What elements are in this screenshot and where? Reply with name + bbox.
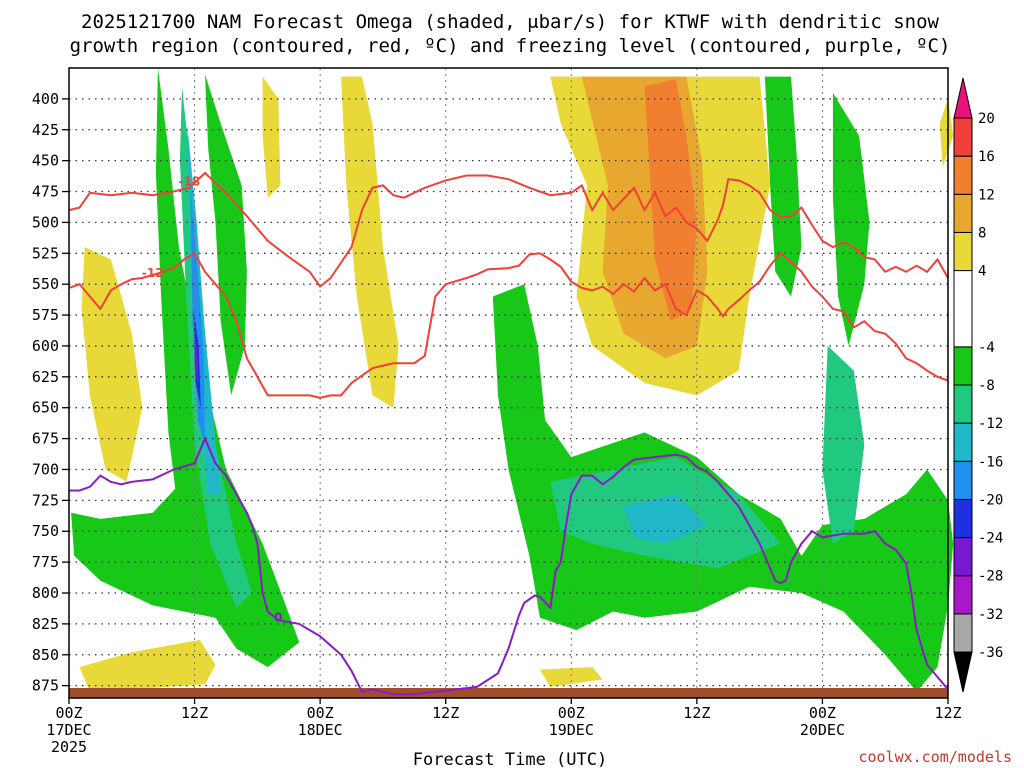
omega-region-8 (939, 98, 954, 167)
x-tick-label-1: 12Z (181, 704, 208, 722)
y-tick-label-750: 750 (32, 522, 59, 540)
x-tick-label-7: 12Z (934, 704, 961, 722)
colorbar-label--24: -24 (978, 531, 1003, 547)
colorbar-box-16_20 (953, 117, 973, 157)
plot-frame (68, 67, 949, 699)
y-tick-label-725: 725 (32, 491, 59, 509)
colorbar-label-20: 20 (978, 111, 995, 127)
plot-area: -18 -12 0 (68, 67, 954, 699)
colorbar-box--32_-28 (953, 575, 973, 615)
y-tick-label-600: 600 (32, 337, 59, 355)
chart-title-line1: 2025121700 NAM Forecast Omega (shaded, μ… (81, 11, 939, 33)
omega-region-5 (644, 79, 697, 322)
colorbar-box--36_-32 (953, 613, 973, 653)
colorbar-box--20_-16 (953, 460, 973, 500)
omega-region-7 (539, 667, 603, 687)
omega-region-22 (194, 333, 198, 383)
dgz-contour-0 (68, 171, 949, 289)
y-axis: 400 425 450 475 500 525 550 575 600 625 650 675 700 7… (32, 90, 69, 695)
x-date-label-6: 20DEC (800, 721, 845, 739)
colorbar-box-8_12 (953, 193, 973, 233)
dgz-label-1: -12 (142, 266, 164, 280)
colorbar-box--12_-8 (953, 384, 973, 424)
colorbar-label--8: -8 (978, 378, 995, 394)
colorbar-box-4_8 (953, 231, 973, 272)
x-tick-label-4: 00Z (558, 704, 585, 722)
x-tick-label-6: 00Z (809, 704, 836, 722)
x-tick-label-3: 12Z (432, 704, 459, 722)
y-tick-label-550: 550 (32, 275, 59, 293)
colorbar-box--16_-12 (953, 422, 973, 462)
x-tick-label-0: 00Z (55, 704, 82, 722)
y-tick-label-525: 525 (32, 244, 59, 262)
colorbar-box-12_16 (953, 155, 973, 195)
colorbar: 20 16 12 8 4 -4 -8 -12 -16 -20 -24 -28 -32 -36 (953, 77, 1003, 693)
omega-region-19 (623, 494, 708, 544)
y-tick-label-875: 875 (32, 677, 59, 695)
omega-region-14 (832, 92, 870, 346)
colorbar-label--16: -16 (978, 454, 1003, 470)
colorbar-label--20: -20 (978, 492, 1003, 508)
omega-region-2 (341, 76, 399, 408)
freezing-contour (69, 436, 949, 696)
omega-region-11 (205, 74, 247, 396)
y-tick-label-850: 850 (32, 646, 59, 664)
y-tick-label-425: 425 (32, 121, 59, 139)
omega-region-6 (79, 639, 216, 692)
x-date-label-0: 17DEC (46, 721, 91, 739)
y-tick-label-650: 650 (32, 399, 59, 417)
colorbar-label-16: 16 (978, 149, 995, 165)
colorbar-top-arrow (953, 77, 973, 119)
omega-region-13 (764, 76, 802, 297)
y-tick-label-800: 800 (32, 584, 59, 602)
credit-link[interactable]: coolwx.com/models (858, 748, 1012, 766)
colorbar-label--12: -12 (978, 416, 1003, 432)
terrain-strip (69, 688, 948, 698)
colorbar-bottom-arrow (953, 651, 973, 693)
x-date-label-4: 19DEC (549, 721, 594, 739)
y-tick-label-775: 775 (32, 553, 59, 571)
chart-title-line2: growth region (contoured, red, ºC) and f… (70, 35, 951, 57)
x-tick-label-5: 12Z (683, 704, 710, 722)
x-tick-label-2: 00Z (307, 704, 334, 722)
y-tick-label-825: 825 (32, 615, 59, 633)
y-tick-label-575: 575 (32, 306, 59, 324)
y-tick-label-675: 675 (32, 430, 59, 448)
terrain-band (69, 688, 948, 698)
y-tick-label-625: 625 (32, 368, 59, 386)
omega-region-17 (822, 345, 865, 544)
colorbar-label--4: -4 (978, 340, 995, 356)
y-tick-label-475: 475 (32, 183, 59, 201)
y-tick-label-400: 400 (32, 90, 59, 108)
omega-region-1 (262, 76, 281, 198)
dgz-label-0: -18 (178, 174, 200, 188)
omega-region-18 (187, 123, 221, 495)
colorbar-box--4_4 (953, 270, 973, 348)
freezing-label: 0 (274, 610, 282, 624)
colorbar-box--8_-4 (953, 346, 973, 386)
colorbar-label-8: 8 (978, 225, 986, 241)
x-year-label-0: 2025 (51, 738, 87, 756)
y-tick-label-450: 450 (32, 152, 59, 170)
colorbar-box--24_-20 (953, 498, 973, 539)
contour-lines: -18 -12 0 (68, 171, 949, 696)
x-date-label-2: 18DEC (298, 721, 343, 739)
dgz-contour-1 (68, 251, 949, 399)
colorbar-label--28: -28 (978, 569, 1003, 585)
colorbar-box--28_-24 (953, 537, 973, 577)
y-tick-label-500: 500 (32, 213, 59, 231)
omega-region-20 (190, 185, 205, 445)
colorbar-label--36: -36 (978, 645, 1003, 661)
colorbar-label--32: -32 (978, 607, 1003, 623)
colorbar-label-12: 12 (978, 187, 995, 203)
x-axis-label: Forecast Time (UTC) (413, 750, 607, 768)
colorbar-label-4: 4 (978, 264, 986, 280)
y-tick-label-700: 700 (32, 460, 59, 478)
